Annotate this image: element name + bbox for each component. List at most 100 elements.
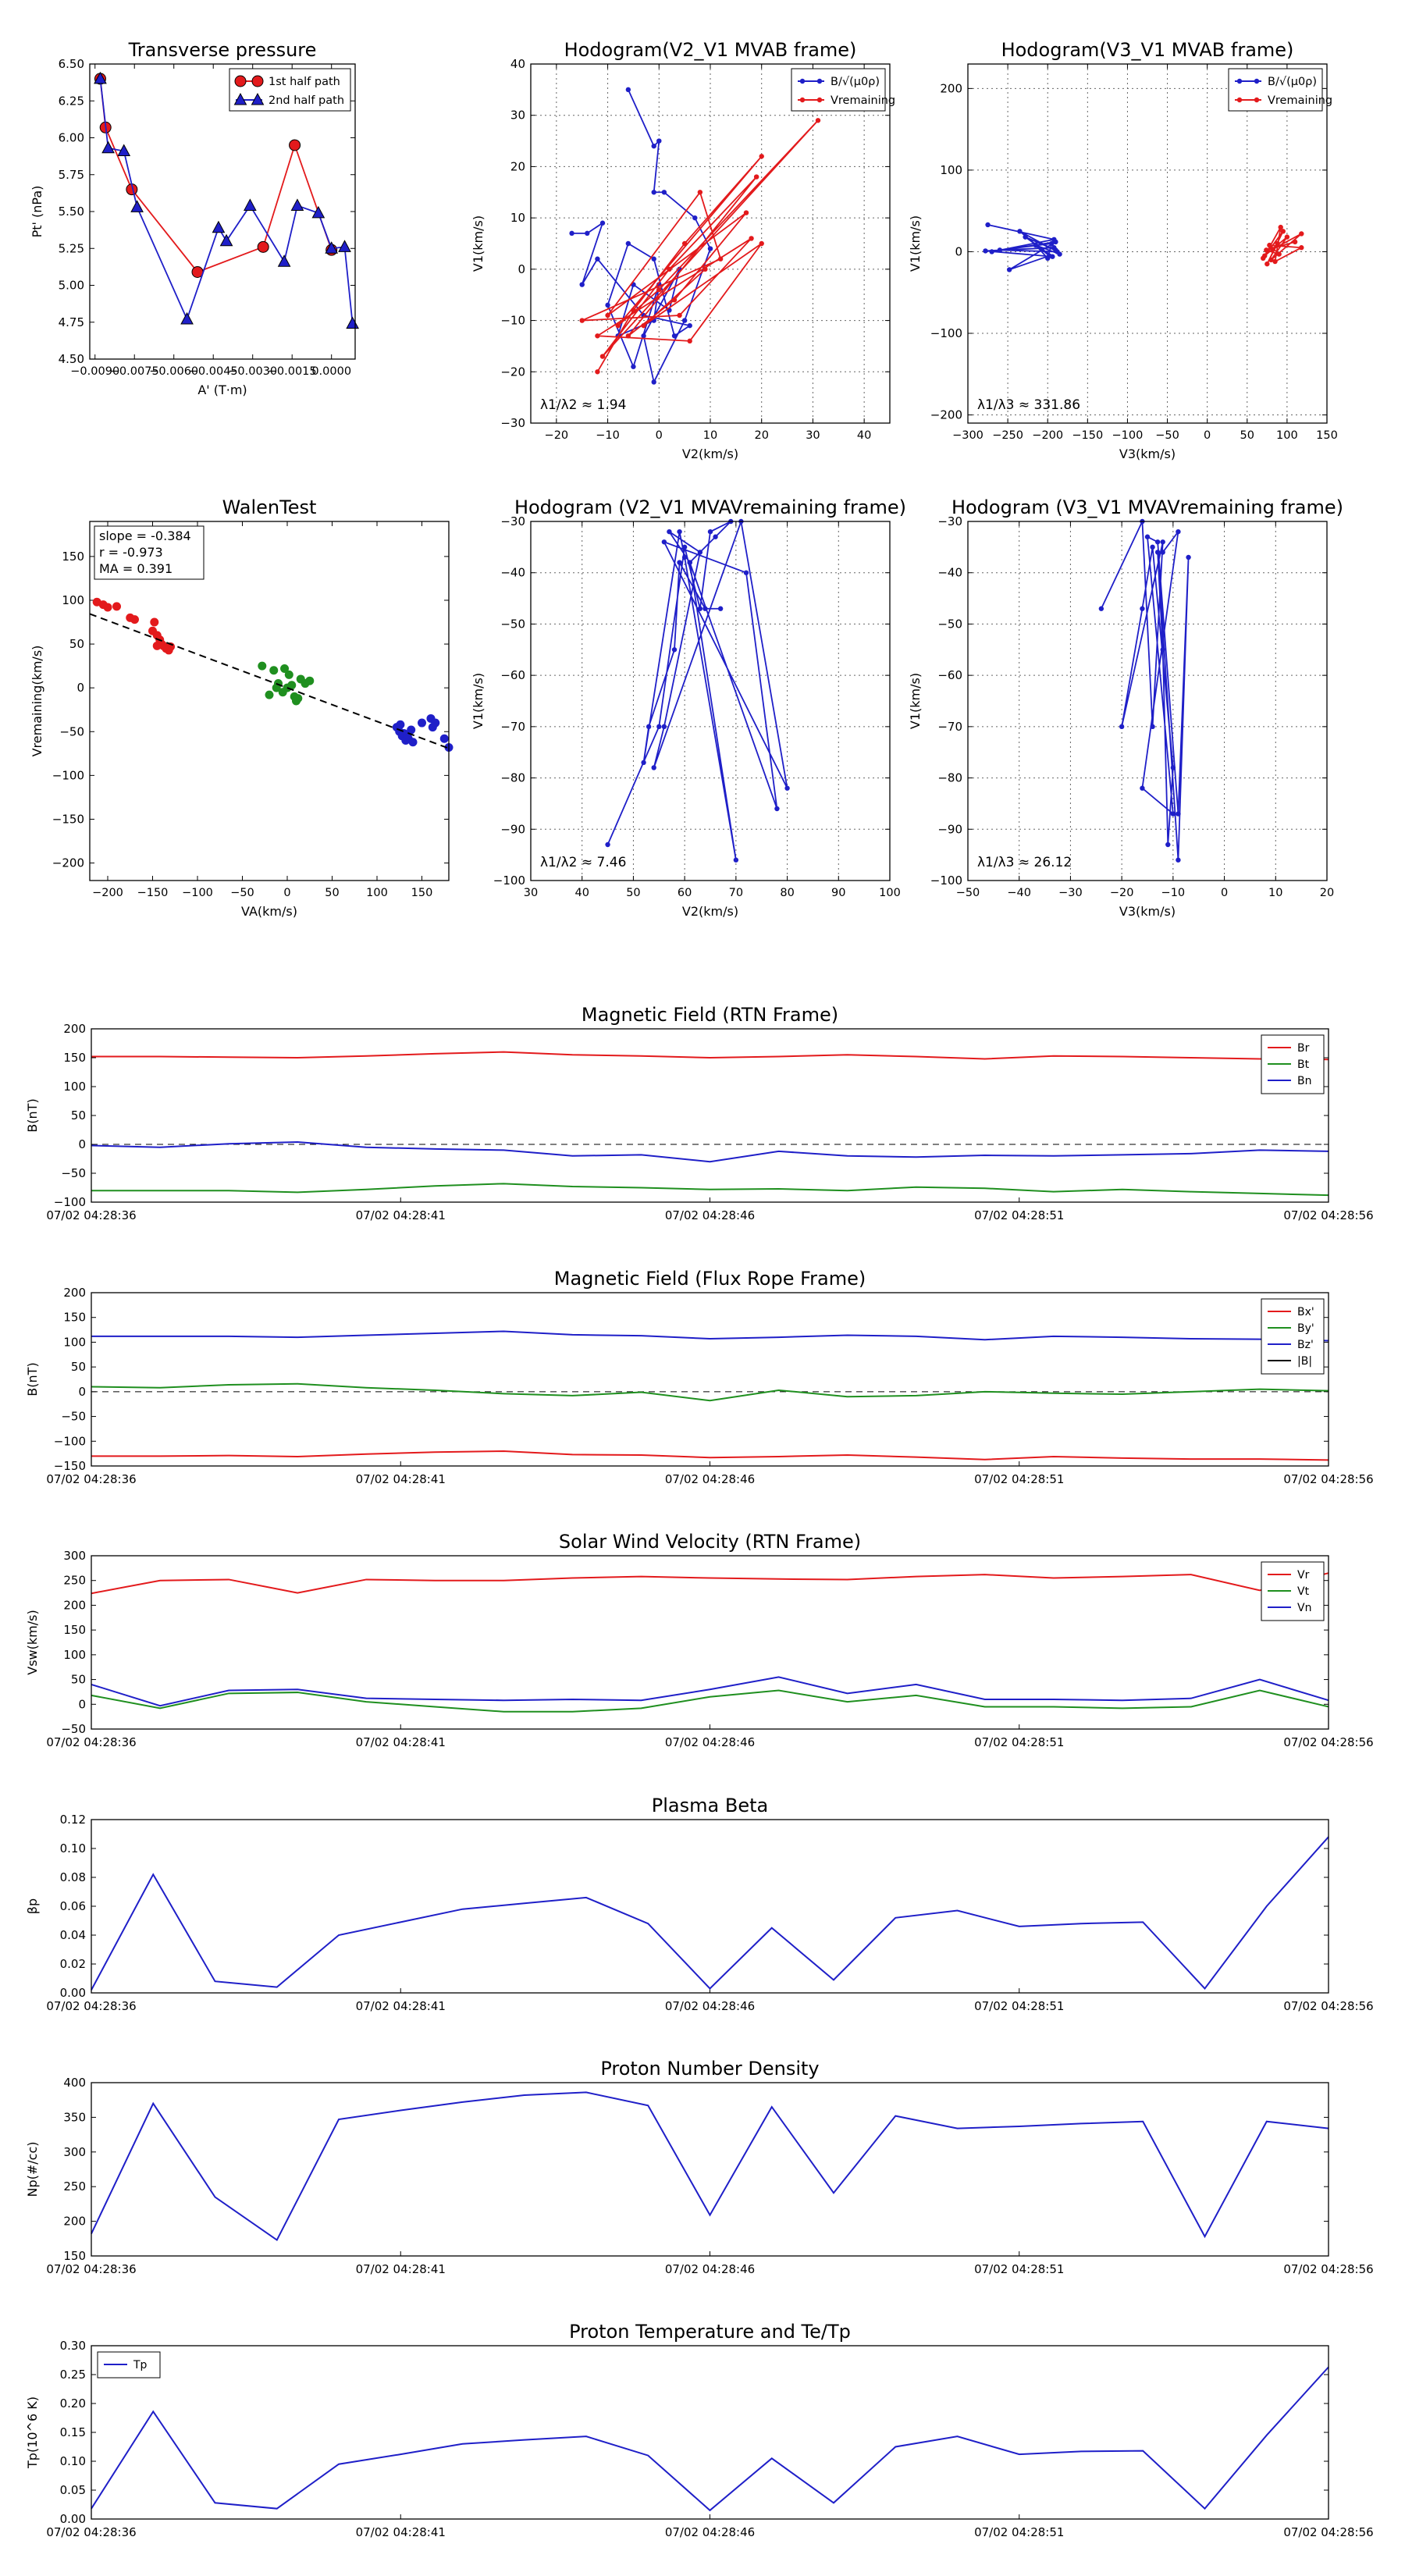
- y-tick-label: 0.02: [60, 1957, 86, 1971]
- chart-title: Proton Number Density: [600, 2058, 819, 2080]
- x-tick-label: 50: [1240, 429, 1254, 442]
- data-point: [579, 318, 585, 323]
- chart-hodogram_v3v1_mvab: −300 −250 −200 −150 −100 −50 0 50 100 150 −200 −100…: [908, 39, 1338, 461]
- data-point: [150, 617, 159, 627]
- data-point: [656, 724, 662, 730]
- series-line-Vr: [91, 1572, 1329, 1595]
- y-tick-label: 5.50: [59, 205, 84, 219]
- data-point: [338, 240, 351, 252]
- legend-box: [1228, 68, 1323, 112]
- x-axis-label: VA(km/s): [241, 904, 297, 919]
- x-tick-label: 50: [626, 887, 640, 899]
- data-point: [1276, 251, 1282, 257]
- data-point: [1262, 253, 1268, 258]
- legend-label: Bz': [1297, 1339, 1314, 1351]
- x-tick-label: 07/02 04:28:56: [1283, 1735, 1373, 1749]
- y-tick-label: −80: [937, 771, 962, 785]
- data-point: [671, 333, 678, 339]
- data-point: [311, 205, 325, 219]
- data-point: [605, 841, 610, 848]
- data-point: [697, 190, 703, 195]
- x-tick-label: −100: [182, 887, 213, 899]
- x-axis-label: V3(km/s): [1119, 904, 1176, 919]
- data-point: [293, 694, 303, 703]
- series-line-Np: [91, 2091, 1329, 2242]
- chart-title: Hodogram(V2_V1 MVAB frame): [564, 39, 857, 61]
- x-tick-label: 07/02 04:28:56: [1283, 2262, 1373, 2276]
- data-point: [94, 71, 107, 84]
- x-tick-label: −10: [1161, 887, 1186, 899]
- data-point: [759, 154, 764, 159]
- data-point: [646, 724, 652, 730]
- y-axis-label: Pt' (nPa): [30, 186, 44, 238]
- y-tick-label: −100: [493, 873, 525, 888]
- data-point: [1299, 245, 1304, 251]
- x-tick-label: 30: [524, 887, 538, 899]
- x-tick-label: −20: [545, 429, 569, 442]
- x-tick-label: −200: [92, 887, 123, 899]
- plot-frame: [530, 521, 891, 881]
- data-point: [1176, 528, 1181, 535]
- chart-proton_temperature: 0.00 0.05 0.10 0.15 0.20 0.25 0.30 07/02 04:28:…: [25, 2321, 1374, 2539]
- data-point: [983, 248, 988, 254]
- x-tick-label: 100: [879, 887, 901, 899]
- y-tick-label: −80: [500, 771, 525, 785]
- x-tick-label: 07/02 04:28:56: [1283, 1472, 1373, 1486]
- y-tick-label: 150: [62, 550, 84, 564]
- series-line-B: [606, 518, 788, 860]
- x-tick-label: 07/02 04:28:41: [356, 1735, 446, 1749]
- y-tick-label: 0.00: [60, 2512, 86, 2526]
- series-line-βp: [91, 1836, 1329, 1991]
- x-tick-label: 07/02 04:28:36: [46, 1208, 136, 1222]
- legend-label: Bn: [1297, 1075, 1311, 1087]
- fit-line: [89, 613, 450, 749]
- data-point: [1284, 234, 1290, 240]
- y-axis-label: B(nT): [25, 1362, 40, 1396]
- x-tick-label: 07/02 04:28:51: [974, 1999, 1064, 2013]
- legend-label: 2nd half path: [269, 94, 344, 107]
- chart-hodogram_v2v1_mvav: 30 40 50 60 70 80 90 100 −100 −90 −80 −70 −60 −50 −40 −…: [471, 496, 906, 919]
- data-point: [595, 369, 600, 375]
- legend-label: Tp: [133, 2359, 148, 2371]
- data-point: [289, 139, 301, 151]
- y-tick-label: 100: [63, 1335, 86, 1349]
- x-tick-label: −250: [992, 429, 1023, 442]
- x-tick-label: −0.0060: [149, 365, 198, 378]
- y-tick-label: 0.10: [60, 2454, 86, 2468]
- legend-marker: [816, 97, 823, 103]
- legend-label: Br: [1297, 1042, 1310, 1055]
- data-point: [1098, 606, 1104, 611]
- x-axis-label: V3(km/s): [1119, 447, 1176, 461]
- x-tick-label: 07/02 04:28:51: [974, 1472, 1064, 1486]
- x-tick-label: 07/02 04:28:36: [46, 1472, 136, 1486]
- x-tick-label: 10: [1268, 887, 1282, 899]
- series-line-B/√(μ0ρ): [571, 89, 711, 385]
- y-tick-label: −200: [52, 856, 84, 870]
- y-tick-label: 150: [63, 1623, 86, 1637]
- y-axis-label: B(nT): [25, 1098, 40, 1132]
- data-point: [595, 333, 600, 339]
- y-tick-label: 200: [63, 1286, 86, 1300]
- data-point: [661, 190, 667, 195]
- x-tick-label: −200: [1032, 429, 1063, 442]
- stats-line: MA = 0.391: [99, 561, 173, 576]
- legend-marker: [251, 75, 264, 87]
- legend-marker: [1236, 97, 1243, 103]
- legend-marker: [251, 92, 265, 105]
- data-point: [257, 240, 269, 253]
- y-tick-label: 6.00: [59, 131, 84, 145]
- chart-title: Proton Temperature and Te/Tp: [569, 2321, 851, 2343]
- plot-frame: [967, 521, 1328, 881]
- y-tick-label: 100: [63, 1648, 86, 1662]
- x-tick-label: −0.0030: [228, 365, 277, 378]
- data-point: [651, 190, 656, 195]
- y-axis-label: Vremaining(km/s): [30, 646, 44, 757]
- legend-label: B/√(μ0ρ): [1268, 76, 1317, 88]
- data-point: [152, 641, 162, 650]
- data-point: [1280, 229, 1286, 234]
- y-tick-label: −40: [500, 566, 525, 580]
- data-point: [681, 544, 688, 550]
- data-point: [651, 143, 656, 149]
- data-point: [661, 539, 667, 545]
